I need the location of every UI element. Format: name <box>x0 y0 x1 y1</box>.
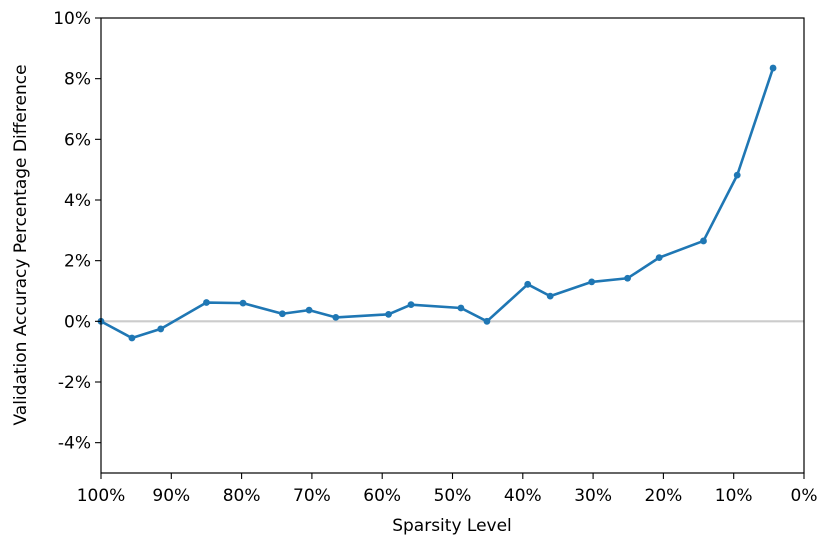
y-tick-label: 6% <box>64 130 91 150</box>
x-tick-label: 20% <box>645 486 683 506</box>
y-axis-title: Validation Accuracy Percentage Differenc… <box>11 64 31 425</box>
x-tick-label: 60% <box>363 486 401 506</box>
x-tick-label: 40% <box>504 486 542 506</box>
data-point <box>157 325 165 333</box>
data-point <box>385 310 392 318</box>
y-tick-label: 2% <box>64 252 91 272</box>
y-tick-label: -4% <box>58 434 91 454</box>
data-point <box>546 292 554 300</box>
data-point <box>239 299 247 307</box>
y-tick-label: 10% <box>53 9 91 29</box>
data-point <box>128 334 136 342</box>
data-point <box>733 171 741 179</box>
data-point <box>407 301 415 309</box>
data-point <box>203 299 210 306</box>
y-axis: 10% 8% 6% 4% 2% 0% -2% -4% <box>53 9 101 454</box>
data-point <box>588 278 596 286</box>
series-line <box>100 67 775 340</box>
data-point <box>332 313 340 321</box>
y-tick-label: 4% <box>64 191 91 211</box>
plot-frame <box>100 17 805 474</box>
data-point <box>457 304 465 312</box>
y-tick-label: 8% <box>64 70 91 90</box>
series-layer <box>97 64 777 342</box>
x-axis-title: Sparsity Level <box>392 516 512 536</box>
data-point <box>624 274 631 282</box>
data-point <box>769 64 777 72</box>
data-point <box>305 306 313 314</box>
data-point <box>700 237 707 245</box>
x-tick-label: 100% <box>77 486 126 506</box>
data-point <box>483 317 491 325</box>
x-tick-label: 10% <box>715 486 753 506</box>
x-tick-label: 30% <box>574 486 612 506</box>
x-tick-label: 90% <box>152 486 190 506</box>
y-tick-label: 0% <box>64 312 91 332</box>
x-tick-label: 70% <box>293 486 331 506</box>
data-point <box>655 254 663 262</box>
data-point <box>278 310 286 318</box>
x-tick-label: 0% <box>791 486 818 506</box>
x-tick-label: 80% <box>223 486 261 506</box>
y-tick-label: -2% <box>58 373 91 393</box>
x-tick-label: 50% <box>434 486 472 506</box>
x-axis: 100% 90% 80% 70% 60% 50% 40% 30% 20% 10% 0% <box>77 473 818 506</box>
data-point <box>524 280 532 288</box>
